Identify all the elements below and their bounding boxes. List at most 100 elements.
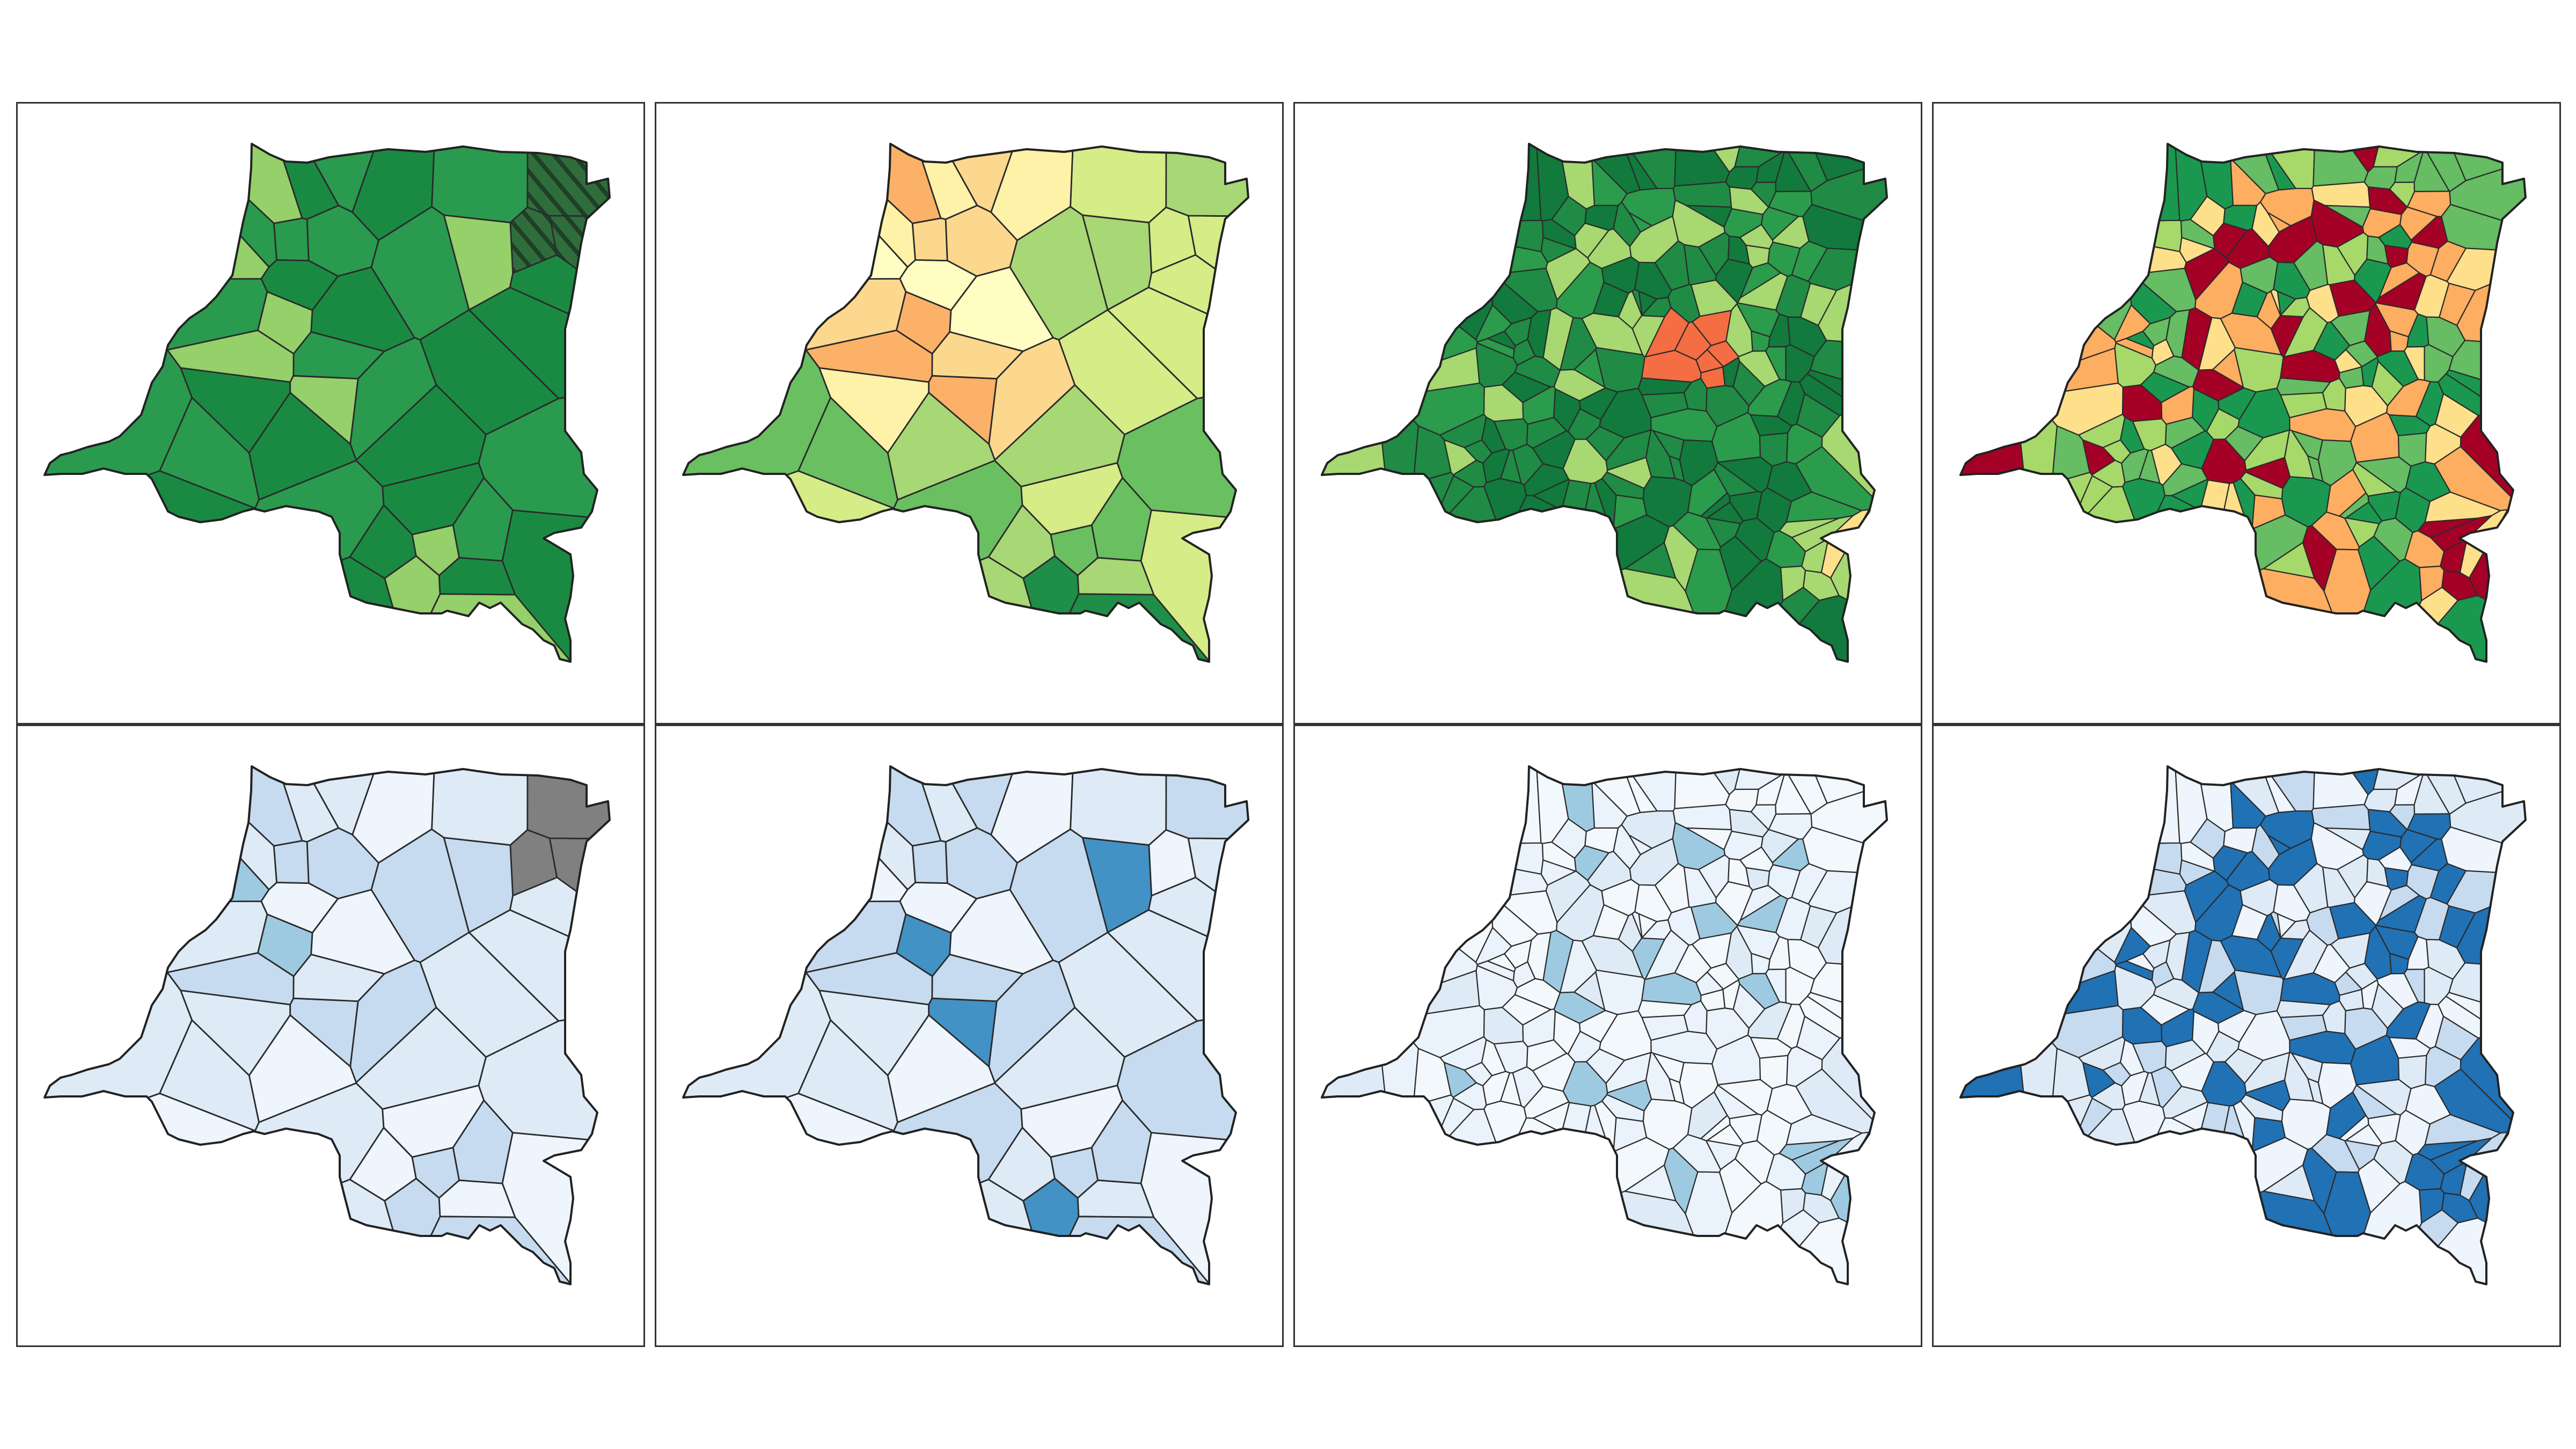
region [2446,870,2526,914]
region [355,1006,487,1110]
region [1587,851,1632,892]
region [355,384,487,487]
region [2140,994,2190,1026]
region [2325,469,2367,517]
regions-top-3 [1322,144,1887,662]
region [784,766,942,847]
region [431,766,529,846]
region [1579,1009,1618,1043]
region [2329,279,2377,317]
region [2429,863,2467,905]
region [1502,371,1552,403]
region [1574,349,1606,388]
map-svg-top-1 [43,143,611,663]
country-outline [1321,765,1888,1285]
country-outline [682,765,1249,1285]
region [1432,842,1544,875]
region [1960,766,2180,845]
region [2180,219,2215,250]
region [1717,1217,1887,1284]
region [1706,1140,1741,1170]
region [2433,144,2526,181]
region [2311,181,2371,208]
region [1482,568,1711,662]
region [431,144,529,224]
region [1755,150,1785,183]
region [1960,817,2117,1007]
map-panel-bottom-3 [1293,724,1922,1347]
region [2139,449,2161,484]
region [1755,772,1785,806]
region [2329,902,2377,940]
region [2218,387,2257,420]
country-outline [1959,143,2527,663]
region [1541,841,1577,872]
region [1443,439,1477,475]
region [2082,439,2116,475]
region [1960,957,2031,1284]
region [2071,219,2183,252]
map-panel-bottom-4 [1932,724,2561,1347]
map-svg-bottom-3 [1321,765,1888,1285]
map-svg-top-3 [1321,143,1888,663]
region [1686,827,1732,851]
region [2345,340,2378,368]
region [1365,1094,1454,1255]
region [2344,517,2380,548]
region [1481,416,1506,454]
region [2394,150,2424,183]
region [2267,838,2318,886]
region [2429,240,2467,282]
region [1091,1099,1152,1184]
region [2139,1072,2161,1107]
region [2125,953,2155,972]
region [1523,1086,1570,1119]
region [1707,963,1739,990]
region [2355,595,2526,662]
region [1165,144,1248,217]
map-panel-top-4 [1932,102,2561,724]
region [683,766,909,903]
region [2004,472,2093,633]
region [1322,334,1393,662]
country-outline [1321,143,1888,663]
region [1070,144,1167,224]
region [1776,1004,1805,1049]
region [683,1093,895,1284]
region [2004,1094,2093,1255]
region [2270,938,2304,980]
region [45,144,270,281]
region [1737,272,1788,311]
region [2403,346,2425,381]
region [1739,846,1774,872]
region [2121,568,2350,662]
region [1009,206,1109,341]
region [292,331,385,379]
region [2212,971,2244,1011]
region [281,144,391,213]
region [1322,817,1478,1007]
region [1322,195,1478,385]
region [2226,228,2271,269]
region [2218,1009,2257,1043]
region [1631,938,1665,980]
region [1706,517,1741,548]
region [2226,851,2271,892]
region [1322,957,1393,1284]
region [1091,477,1152,562]
region [2337,854,2369,898]
region [919,144,1030,213]
region [281,766,391,836]
region [2355,1217,2526,1284]
region [1579,387,1618,420]
region [2312,766,2369,809]
region [1487,953,1516,972]
region [1807,247,1887,291]
region [1500,1072,1522,1107]
region [1686,204,1732,228]
country-outline [43,765,611,1285]
region [2433,766,2526,804]
region [2355,456,2412,493]
region [45,766,270,903]
